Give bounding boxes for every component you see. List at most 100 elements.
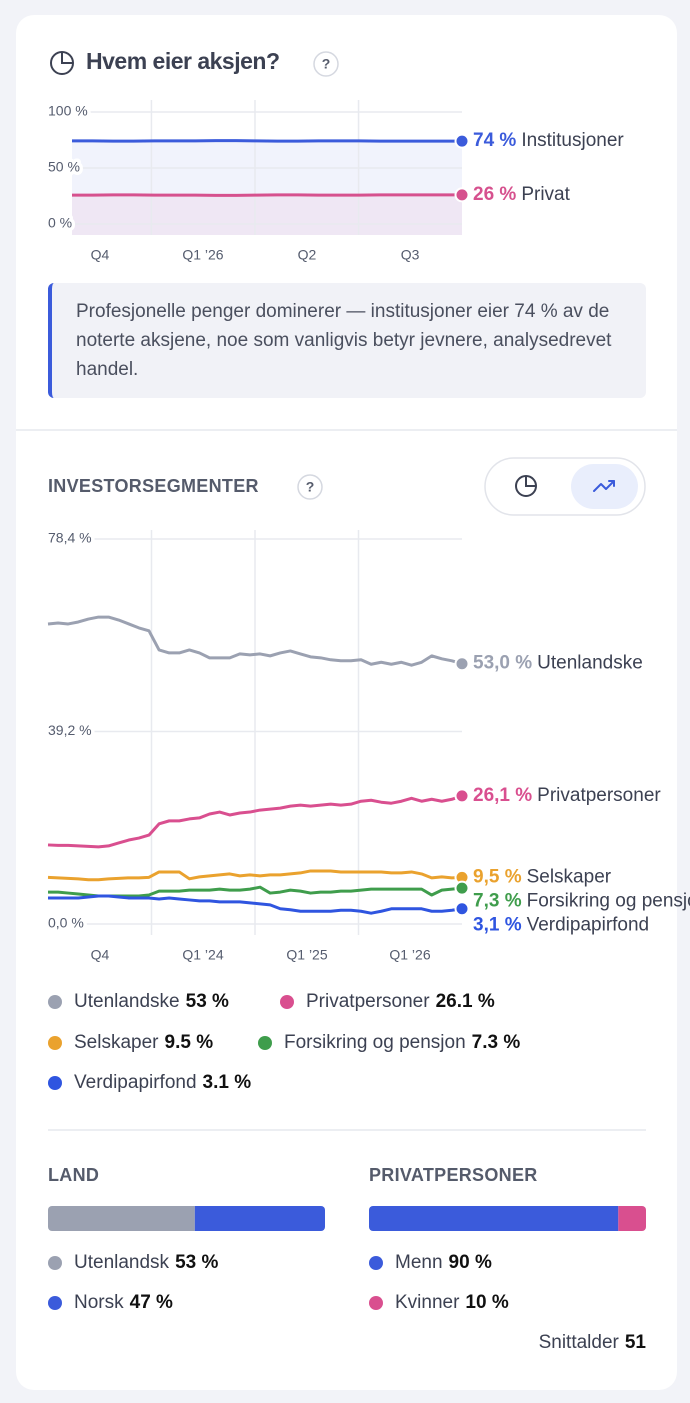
legend-entry: Forsikring og pensjon 7.3 %: [284, 1032, 520, 1053]
end-name: Privatpersoner: [537, 785, 661, 806]
legend-name: Privatpersoner: [306, 991, 430, 1012]
legend-dot: [258, 1036, 272, 1050]
legend-value: 10 %: [465, 1292, 508, 1313]
legend-name: Verdipapirfond: [74, 1072, 197, 1093]
legend-name: Forsikring og pensjon: [284, 1032, 466, 1053]
legend-value: 53 %: [175, 1252, 218, 1273]
x-tick-label: Q1 ’24: [182, 947, 223, 963]
legend-dot: [48, 1076, 62, 1090]
x-tick-label: Q3: [401, 247, 420, 263]
end-value: 3,1 %: [473, 914, 522, 935]
end-value: 9,5 %: [473, 866, 522, 887]
end-dot: [454, 880, 470, 896]
x-tick-label: Q1 ’26: [182, 247, 223, 263]
legend-name: Kvinner: [395, 1292, 460, 1313]
legend-dot: [369, 1256, 383, 1270]
legend-value: 3.1 %: [203, 1072, 252, 1093]
end-name: Verdipapirfond: [527, 914, 650, 935]
end-name: Privat: [521, 184, 570, 205]
end-value: 26 %: [473, 184, 516, 205]
area: [72, 140, 462, 235]
help-icon[interactable]: ?: [306, 479, 315, 495]
y-tick-label: 100 %: [48, 103, 88, 119]
x-tick-label: Q2: [298, 247, 317, 263]
area: [72, 194, 462, 235]
y-tick-label: 39,2 %: [48, 722, 92, 738]
end-label: 53,0 % Utenlandske: [473, 653, 643, 674]
end-name: Selskaper: [527, 866, 612, 887]
y-tick-label: 50 %: [48, 159, 80, 175]
bar-segment: [369, 1206, 619, 1231]
legend-name: Utenlandske: [74, 991, 180, 1012]
legend-entry: Norsk 47 %: [74, 1292, 173, 1313]
legend-value: 47 %: [130, 1292, 173, 1313]
x-tick-label: Q4: [91, 247, 110, 263]
legend-dot: [48, 1296, 62, 1310]
legend-entry: Selskaper 9.5 %: [74, 1032, 213, 1053]
end-label: 9,5 % Selskaper: [473, 866, 612, 887]
legend-entry: Verdipapirfond 3.1 %: [74, 1072, 251, 1093]
end-name: Utenlandske: [537, 653, 643, 674]
legend-entry: Menn 90 %: [395, 1252, 492, 1273]
series-line: [48, 894, 463, 915]
legend-dot: [48, 1256, 62, 1270]
end-label: 74 % Institusjoner: [473, 130, 624, 151]
legend-value: 90 %: [449, 1252, 492, 1273]
bar-segment: [618, 1206, 646, 1231]
chart: 100 % 50 % 0 % Q4 Q1 ’26 Q2 Q3 74 % Institusjone…: [45, 99, 625, 263]
x-tick-label: Q1 ’25: [286, 947, 327, 963]
legend-value: 7.3 %: [472, 1032, 521, 1053]
legend-name: Selskaper: [74, 1032, 159, 1053]
legend-dot: [48, 995, 62, 1009]
legend-name: Menn: [395, 1252, 443, 1273]
section-title: INVESTORSEGMENTER: [48, 476, 259, 496]
legend-name: Norsk: [74, 1292, 124, 1313]
end-value: 53,0 %: [473, 653, 532, 674]
series-line: [47, 794, 463, 849]
trend-icon[interactable]: [593, 480, 615, 492]
legend-entry: Kvinner 10 %: [395, 1292, 509, 1313]
stacked-bar: [369, 1206, 646, 1231]
bar-segment: [194, 1206, 325, 1231]
x-tick-label: Q4: [91, 947, 110, 963]
end-dot: [454, 788, 470, 804]
legend-dot: [48, 1036, 62, 1050]
section-title: Hvem eier aksjen?: [86, 48, 280, 74]
end-label: 26 % Privat: [473, 184, 571, 205]
x-tick-label: Q1 ’26: [389, 947, 430, 963]
end-name: Forsikring og pensjon: [527, 890, 690, 911]
legend-value: 26.1 %: [436, 991, 495, 1012]
y-tick-label: 78,4 %: [48, 530, 92, 546]
info-note: Profesjonelle penger dominerer — institu…: [48, 283, 646, 398]
average-age-label: Snittalder: [539, 1332, 620, 1353]
average-age: Snittalder 51: [539, 1332, 647, 1353]
bar-segment: [48, 1206, 195, 1231]
end-dot: [454, 187, 470, 203]
end-label: 3,1 % Verdipapirfond: [473, 914, 649, 935]
series-line: [47, 869, 463, 882]
pie-icon: [50, 51, 74, 75]
legend-entry: Utenlandsk 53 %: [74, 1252, 218, 1273]
chart: 78,4 % 39,2 % 0,0 % Q4 Q1 ’24 Q1 ’25 Q1 ’26 53,…: [45, 526, 690, 963]
legend-dot: [280, 995, 294, 1009]
end-value: 7,3 %: [473, 890, 522, 911]
group-title: PRIVATPERSONER: [369, 1165, 538, 1185]
legend-dot: [369, 1296, 383, 1310]
series-line: [47, 615, 463, 667]
y-tick-label: 0 %: [48, 215, 72, 231]
legend-name: Utenlandsk: [74, 1252, 170, 1273]
legend-value: 9.5 %: [165, 1032, 214, 1053]
end-value: 74 %: [473, 130, 516, 151]
help-icon[interactable]: ?: [322, 56, 331, 72]
end-dot: [454, 656, 470, 672]
end-name: Institusjoner: [521, 130, 624, 151]
pie-view-button[interactable]: [515, 475, 537, 497]
end-value: 26,1 %: [473, 785, 532, 806]
end-dot: [454, 133, 470, 149]
legend-entry: Utenlandske 53 %: [74, 991, 229, 1012]
y-tick-label: 0,0 %: [48, 915, 84, 931]
help-button[interactable]: [313, 51, 339, 77]
help-button[interactable]: [297, 474, 323, 500]
